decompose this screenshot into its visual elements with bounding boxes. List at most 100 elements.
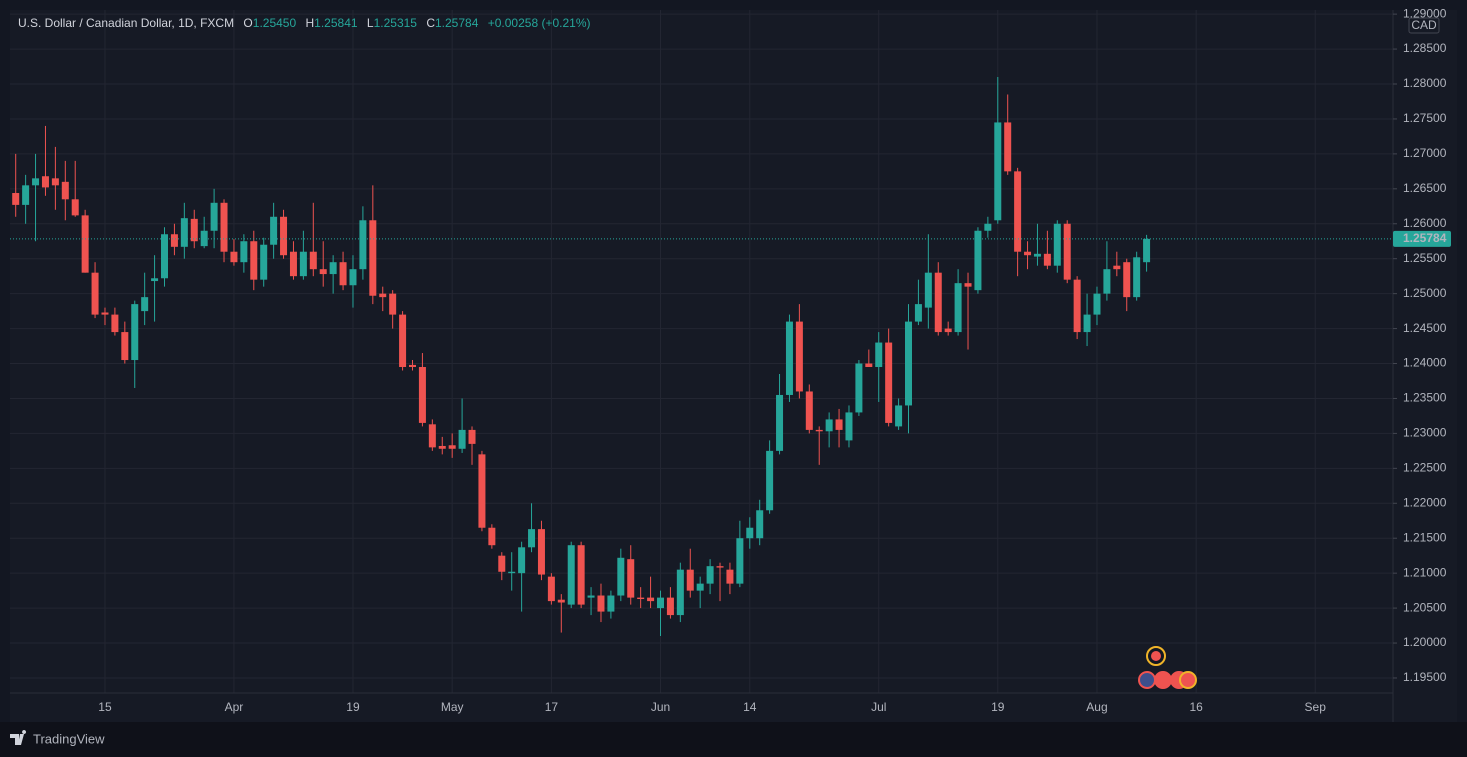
event-icons [1138, 646, 1197, 689]
candle-body [647, 597, 655, 602]
candle-body [379, 293, 387, 298]
candle-body [706, 566, 714, 584]
candle-body [696, 583, 704, 591]
y-tick-label: 1.24500 [1403, 321, 1447, 335]
candle-body [934, 272, 942, 333]
candle-body [141, 297, 149, 312]
candle-body [895, 405, 903, 427]
candle-body [289, 251, 297, 277]
currency-label: CAD [1411, 18, 1437, 32]
candle-body [528, 529, 536, 548]
grid [10, 10, 1393, 693]
candle-body [1123, 262, 1131, 298]
candle-body [508, 571, 516, 574]
candle-body [756, 510, 764, 539]
x-tick-label: Sep [1305, 700, 1327, 714]
brand: TradingView [10, 730, 105, 746]
candle-body [200, 230, 208, 247]
y-tick-label: 1.28000 [1403, 76, 1447, 90]
y-tick-label: 1.25500 [1403, 251, 1447, 265]
currency-box [1408, 17, 1440, 34]
candle-body [369, 220, 377, 296]
x-tick-label: 15 [98, 700, 112, 714]
candle-body [498, 555, 506, 572]
candle-body [657, 597, 664, 609]
candle-body [1073, 279, 1081, 333]
y-tick-label: 1.27500 [1403, 111, 1447, 125]
candle-body [805, 391, 813, 430]
candle-body [240, 241, 248, 263]
candle-body [587, 595, 595, 598]
candle-body [111, 314, 119, 333]
symbol-title: U.S. Dollar / Canadian Dollar, 1D, FXCM [18, 16, 234, 30]
candle-body [1043, 253, 1051, 266]
y-tick-label: 1.21500 [1403, 530, 1447, 544]
candle-body [280, 216, 288, 256]
candles [10, 77, 1393, 637]
y-tick-label: 1.26000 [1403, 216, 1447, 230]
candle-body [776, 394, 784, 451]
candle-body [567, 545, 575, 605]
candle-body [428, 424, 436, 448]
candle-body [954, 283, 962, 333]
event-icon [1138, 671, 1156, 689]
candle-body [905, 321, 912, 406]
candle-body [964, 283, 972, 287]
candle-body [250, 241, 258, 280]
candle-body [924, 272, 932, 308]
candle-body [81, 215, 89, 273]
candle-body [51, 178, 59, 186]
event-icon [1179, 671, 1197, 689]
candle-body [716, 566, 724, 568]
candle-body [260, 244, 268, 280]
candle-body [617, 557, 625, 596]
candle-body [1033, 253, 1041, 257]
event-icon [1154, 671, 1172, 689]
legend-change: +0.00258 (+0.21%) [488, 16, 591, 30]
last-price-label: 1.25784 [1403, 231, 1447, 245]
candle-body [994, 122, 1002, 221]
candle-body [597, 595, 605, 612]
candle-body [1103, 269, 1111, 294]
y-tick-label: 1.19500 [1403, 670, 1447, 684]
candle-body [1133, 257, 1141, 298]
candle-body [914, 304, 922, 322]
candle-body [359, 220, 367, 270]
candle-body [389, 293, 397, 315]
candle-body [686, 569, 694, 591]
candle-body [32, 178, 40, 186]
y-tick-label: 1.25000 [1403, 286, 1447, 300]
x-tick-label: 16 [1190, 700, 1204, 714]
candle-body [1113, 265, 1121, 270]
chart-panel [10, 10, 1457, 722]
candle-body [61, 181, 69, 200]
candle-body [676, 569, 684, 616]
candle-body [299, 251, 307, 277]
candle-body [1143, 238, 1151, 263]
candle-body [190, 218, 198, 242]
y-tick-label: 1.26500 [1403, 181, 1447, 195]
last-price-box [1393, 230, 1451, 247]
candle-body [557, 599, 565, 603]
x-tick-label: May [441, 700, 464, 714]
candle-body [845, 412, 853, 441]
legend-value: 1.25315 [374, 16, 418, 30]
candle-body [230, 251, 238, 263]
candle-body [726, 569, 734, 584]
candle-body [785, 321, 793, 395]
brand-logo [10, 730, 27, 745]
candle-body [795, 321, 803, 392]
candle-body [607, 595, 615, 612]
y-tick-label: 1.22500 [1403, 461, 1447, 475]
legend-value: 1.25450 [253, 16, 297, 30]
candle-body [121, 332, 129, 361]
candle-body [1063, 223, 1071, 280]
x-tick-label: 19 [346, 700, 360, 714]
candle-body [101, 312, 109, 315]
y-tick-label: 1.29000 [1403, 6, 1447, 20]
candle-body [1014, 171, 1022, 252]
legend-key: O [243, 16, 252, 30]
y-tick-label: 1.20500 [1403, 600, 1447, 614]
candle-body [1083, 314, 1091, 333]
candle-body [944, 328, 952, 333]
